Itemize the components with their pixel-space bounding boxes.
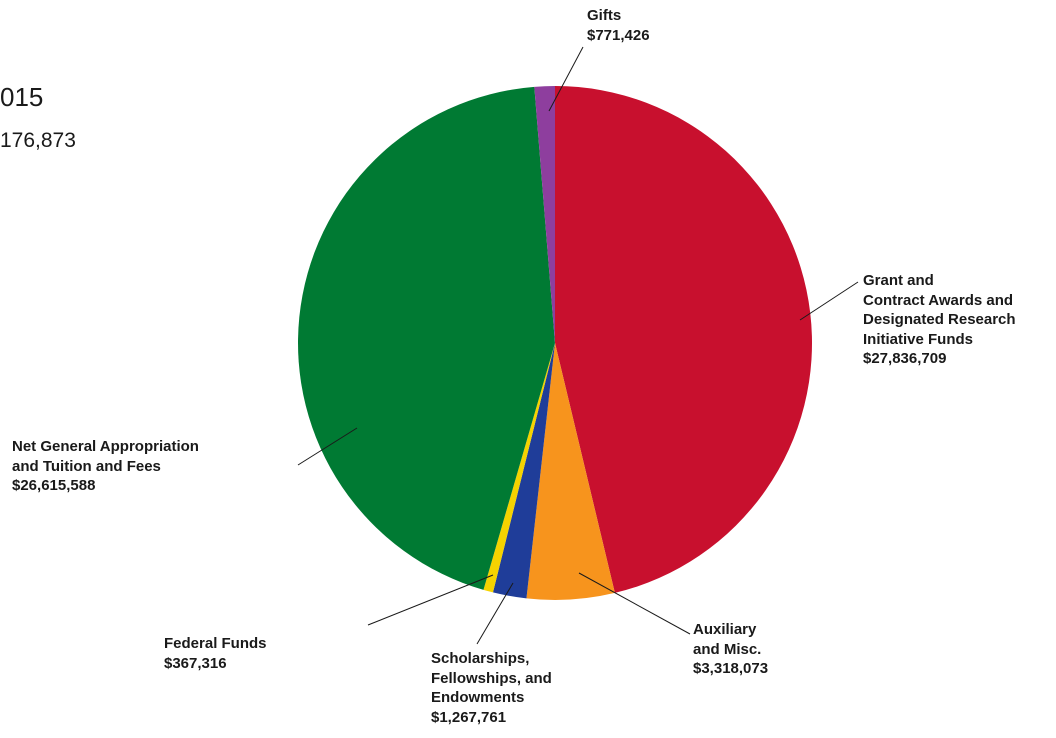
pie-slice-3 [492, 343, 555, 599]
slice-value-label: $1,267,761 [431, 708, 507, 726]
slice-value-label: $26,615,588 [12, 477, 96, 494]
leader-line-1 [799, 281, 859, 321]
slice-label-line: Auxiliary [693, 621, 757, 638]
pie-slice-4 [483, 343, 555, 593]
slice-label-line: and Misc. [693, 640, 762, 658]
leader-line-6 [548, 46, 584, 112]
slice-label-line: Scholarships, [431, 650, 530, 667]
slice-label-line: Endowments [431, 689, 525, 706]
slice-value-label: $771,426 [587, 26, 650, 44]
chart-title-fragment: 015 [0, 82, 44, 112]
slice-label-line: and Tuition and Fees [12, 457, 161, 475]
slice-label-1: Grant and Contract Awards and Designated R… [863, 271, 1016, 369]
leader-line-5 [297, 427, 358, 466]
slice-value-label: $27,836,709 [863, 350, 947, 367]
slice-value-label: $3,318,073 [693, 660, 769, 677]
slice-label-line: Grant and [863, 272, 934, 289]
leader-line-4 [367, 574, 494, 626]
slice-label-3: Scholarships, Fellowships, and Endowments $… [431, 649, 552, 727]
slice-label-line: Net General Appropriation [12, 438, 199, 455]
slice-label-line: Initiative Funds [863, 330, 974, 348]
slice-label-4: Federal Funds $367,316 [164, 634, 267, 673]
pie-slice-1 [555, 86, 813, 593]
slice-label-6: Gifts $771,426 [587, 6, 650, 45]
slice-label-line: Fellowships, and [431, 669, 552, 687]
leader-line-2 [578, 572, 691, 635]
slice-label-line: Contract Awards and [863, 291, 1014, 309]
pie-slice-5 [298, 86, 555, 590]
slice-label-line: Gifts [587, 7, 622, 24]
slice-label-5: Net General Appropriation and Tuition and… [12, 437, 199, 496]
slice-value-label: $367,316 [164, 654, 227, 672]
slice-label-2: Auxiliary and Misc. $3,318,073 [693, 620, 768, 679]
slice-label-line: Federal Funds [164, 635, 267, 652]
leader-line-3 [476, 582, 514, 645]
pie-slice-6 [534, 86, 555, 343]
pie-slice-2 [526, 343, 615, 601]
slice-label-line: Designated Research [863, 311, 1016, 328]
chart-total-fragment: 176,873 [0, 129, 76, 152]
